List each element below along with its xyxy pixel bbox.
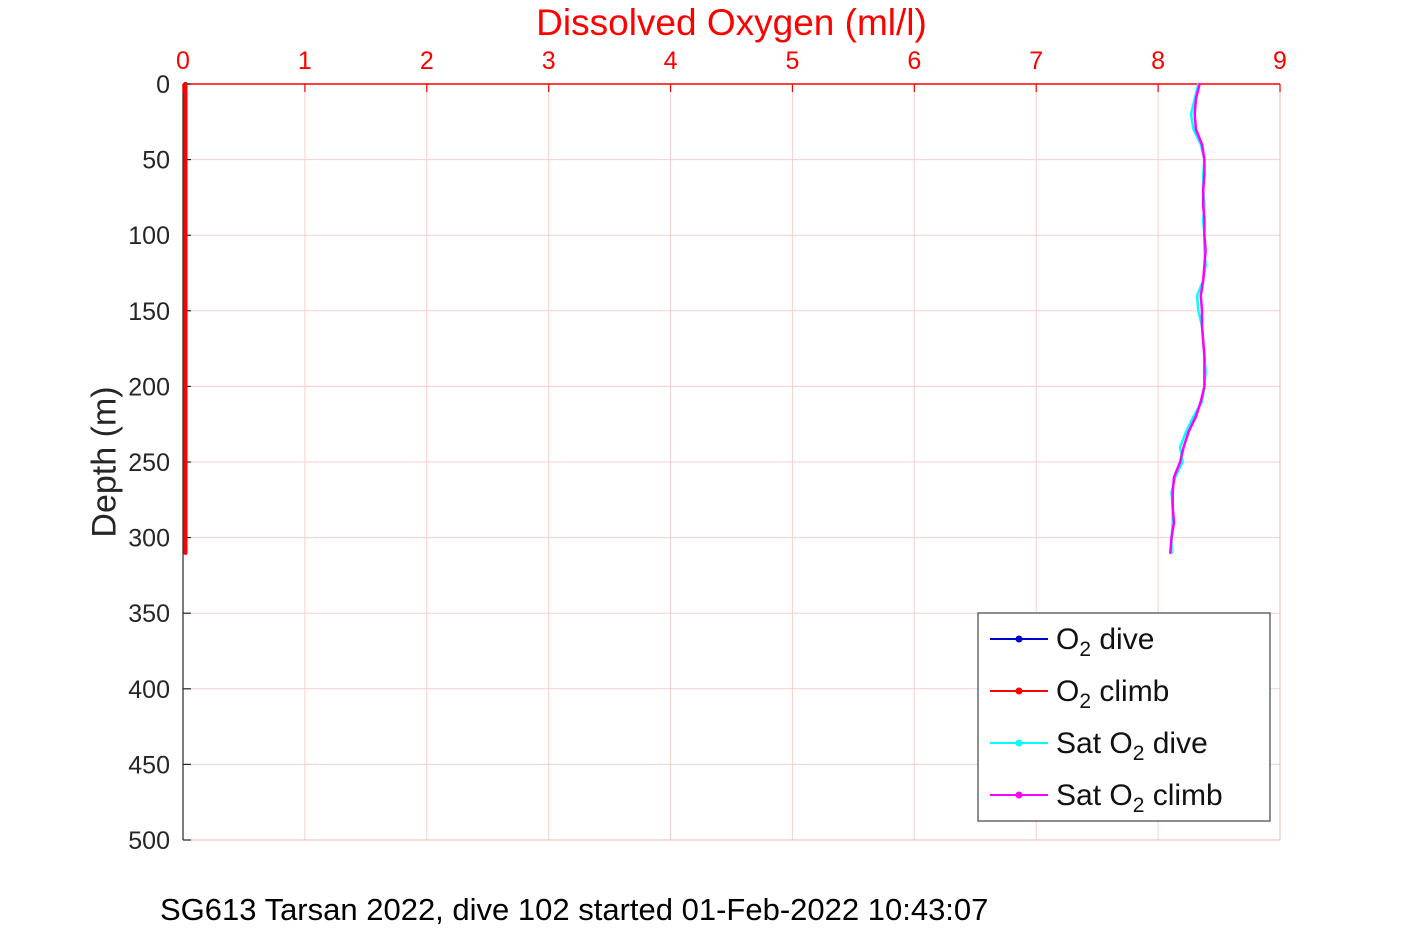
x-tick-label: 6 — [907, 47, 921, 75]
legend-marker — [1015, 739, 1023, 747]
series-sat-o2-dive — [1170, 82, 1207, 554]
legend-marker — [1015, 687, 1023, 695]
y-tick-label: 450 — [128, 751, 170, 779]
y-tick-label: 100 — [128, 222, 170, 250]
y-tick-label: 500 — [128, 827, 170, 855]
legend-marker — [1015, 635, 1023, 643]
figure-caption: SG613 Tarsan 2022, dive 102 started 01-F… — [160, 892, 989, 927]
y-axis-label: Depth (m) — [85, 386, 124, 538]
x-tick-label: 9 — [1273, 47, 1287, 75]
legend-box — [977, 612, 1271, 822]
x-tick-label: 1 — [298, 47, 312, 75]
y-tick-label: 400 — [128, 676, 170, 704]
y-tick-label: 300 — [128, 525, 170, 553]
legend-label-sat-o2-climb: Sat O2 climb — [1056, 779, 1223, 817]
x-tick-label: 5 — [785, 47, 799, 75]
y-tick-label: 200 — [128, 373, 170, 401]
legend-marker — [1015, 791, 1023, 799]
y-tick-label: 0 — [156, 71, 170, 99]
x-axis-ticks: 0 1 2 3 4 5 6 7 8 9 — [176, 47, 1287, 92]
x-tick-label: 8 — [1151, 47, 1165, 75]
x-tick-label: 4 — [664, 47, 678, 75]
y-tick-label: 250 — [128, 449, 170, 477]
series-sat-o2-climb — [1169, 82, 1207, 554]
x-tick-label: 0 — [176, 47, 190, 75]
chart-title: Dissolved Oxygen (ml/l) — [536, 2, 927, 43]
data-series — [183, 82, 1207, 555]
legend: O2 dive O2 climb Sat O2 dive Sat O2 climb — [977, 612, 1271, 822]
y-tick-label: 350 — [128, 600, 170, 628]
x-tick-label: 3 — [542, 47, 556, 75]
y-axis-ticks: 0 50 100 150 200 250 300 350 400 450 500 — [128, 71, 191, 855]
x-tick-label: 7 — [1029, 47, 1043, 75]
legend-label-o2-dive: O2 dive — [1056, 623, 1154, 661]
y-tick-label: 50 — [142, 147, 170, 175]
y-tick-label: 150 — [128, 298, 170, 326]
x-tick-label: 2 — [420, 47, 434, 75]
legend-label-o2-climb: O2 climb — [1056, 675, 1169, 713]
legend-label-sat-o2-dive: Sat O2 dive — [1056, 727, 1208, 765]
